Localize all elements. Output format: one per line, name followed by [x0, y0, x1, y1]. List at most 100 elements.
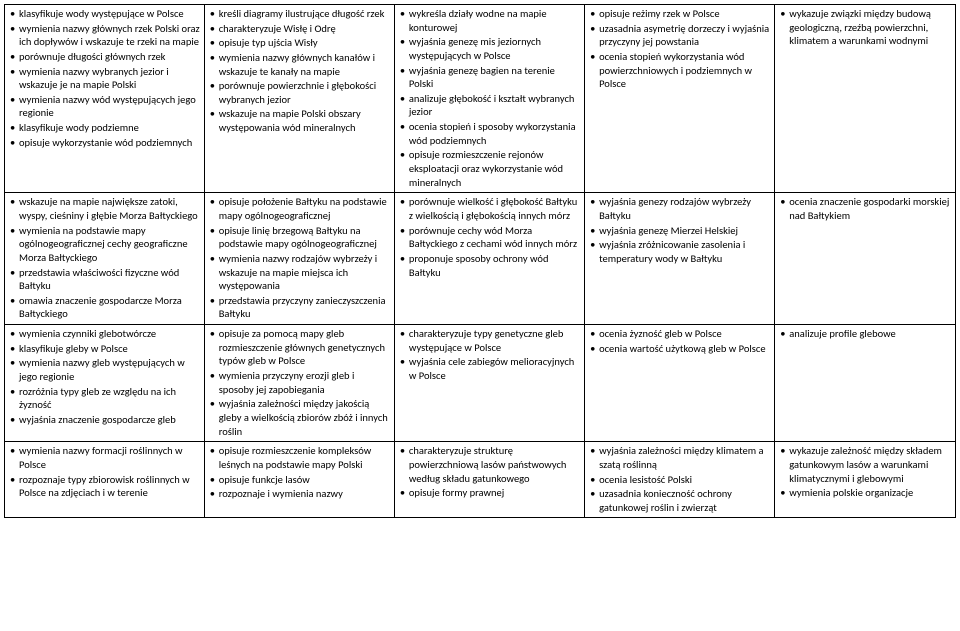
list-item: przedstawia przyczyny zanieczyszczenia B…	[209, 294, 390, 321]
list-item: wymienia przyczyny erozji gleb i sposoby…	[209, 369, 390, 396]
bullet-list: opisuje położenie Bałtyku na podstawie m…	[209, 195, 390, 321]
list-item: opisuje wykorzystanie wód podziemnych	[9, 136, 200, 150]
bullet-list: charakteryzuje typy genetyczne gleb wyst…	[399, 327, 580, 383]
list-item: ocenia wartość użytkową gleb w Polsce	[589, 342, 770, 356]
bullet-list: wymienia nazwy formacji roślinnych w Pol…	[9, 444, 200, 500]
bullet-list: ocenia żyzność gleb w Polsceocenia warto…	[589, 327, 770, 355]
table-row: wymienia czynniki glebotwórczeklasyfikuj…	[5, 325, 956, 442]
list-item: wyjaśnia znaczenie gospodarcze gleb	[9, 413, 200, 427]
list-item: opisuje rozmieszczenie kompleksów leśnyc…	[209, 444, 390, 471]
table-cell: opisuje za pomocą mapy gleb rozmieszczen…	[204, 325, 394, 442]
table-cell: wykreśla działy wodne na mapie konturowe…	[394, 5, 584, 193]
list-item: rozpoznaje typy zbiorowisk roślinnych w …	[9, 473, 200, 500]
table-cell: wykazuje zależność między składem gatunk…	[775, 442, 956, 518]
list-item: wymienia na podstawie mapy ogólnogeograf…	[9, 224, 200, 265]
table-row: klasyfikuje wody występujące w Polscewym…	[5, 5, 956, 193]
list-item: uzasadnia konieczność ochrony gatunkowej…	[589, 487, 770, 514]
list-item: wyjaśnia genezy rodzajów wybrzeży Bałtyk…	[589, 195, 770, 222]
bullet-list: opisuje reżimy rzek w Polsceuzasadnia as…	[589, 7, 770, 91]
list-item: ocenia stopień i sposoby wykorzystania w…	[399, 120, 580, 147]
bullet-list: kreśli diagramy ilustrujące długość rzek…	[209, 7, 390, 135]
list-item: wykazuje związki między budową geologicz…	[779, 7, 951, 48]
table-cell: wskazuje na mapie największe zatoki, wys…	[5, 193, 205, 325]
list-item: opisuje położenie Bałtyku na podstawie m…	[209, 195, 390, 222]
bullet-list: wymienia czynniki glebotwórczeklasyfikuj…	[9, 327, 200, 426]
list-item: wyjaśnia genezę bagien na terenie Polski	[399, 64, 580, 91]
table-cell: ocenia znaczenie gospodarki morskiej nad…	[775, 193, 956, 325]
bullet-list: wykazuje zależność między składem gatunk…	[779, 444, 951, 500]
table-cell: opisuje reżimy rzek w Polsceuzasadnia as…	[585, 5, 775, 193]
list-item: wymienia nazwy wód występujących jego re…	[9, 93, 200, 120]
list-item: wyjaśnia cele zabiegów melioracyjnych w …	[399, 355, 580, 382]
table-cell: analizuje profile glebowe	[775, 325, 956, 442]
list-item: opisuje formy prawnej	[399, 486, 580, 500]
list-item: klasyfikuje wody podziemne	[9, 121, 200, 135]
bullet-list: porównuje wielkość i głębokość Bałtyku z…	[399, 195, 580, 279]
list-item: omawia znaczenie gospodarcze Morza Bałty…	[9, 294, 200, 321]
list-item: wykreśla działy wodne na mapie konturowe…	[399, 7, 580, 34]
list-item: porównuje długości głównych rzek	[9, 50, 200, 64]
bullet-list: wyjaśnia genezy rodzajów wybrzeży Bałtyk…	[589, 195, 770, 265]
table-cell: ocenia żyzność gleb w Polsceocenia warto…	[585, 325, 775, 442]
table-cell: wymienia czynniki glebotwórczeklasyfikuj…	[5, 325, 205, 442]
bullet-list: wyjaśnia zależności między klimatem a sz…	[589, 444, 770, 514]
table-cell: wykazuje związki między budową geologicz…	[775, 5, 956, 193]
list-item: wykazuje zależność między składem gatunk…	[779, 444, 951, 485]
list-item: klasyfikuje wody występujące w Polsce	[9, 7, 200, 21]
list-item: analizuje profile glebowe	[779, 327, 951, 341]
list-item: opisuje funkcje lasów	[209, 473, 390, 487]
list-item: wymienia nazwy gleb występujących w jego…	[9, 356, 200, 383]
list-item: wymienia czynniki glebotwórcze	[9, 327, 200, 341]
list-item: ocenia stopień wykorzystania wód powierz…	[589, 50, 770, 91]
table-cell: charakteryzuje typy genetyczne gleb wyst…	[394, 325, 584, 442]
list-item: kreśli diagramy ilustrujące długość rzek	[209, 7, 390, 21]
list-item: wymienia polskie organizacje	[779, 486, 951, 500]
list-item: wymienia nazwy rodzajów wybrzeży i wskaz…	[209, 252, 390, 293]
list-item: uzasadnia asymetrię dorzeczy i wyjaśnia …	[589, 22, 770, 49]
list-item: charakteryzuje typy genetyczne gleb wyst…	[399, 327, 580, 354]
list-item: opisuje za pomocą mapy gleb rozmieszczen…	[209, 327, 390, 368]
list-item: porównuje powierzchnie i głębokości wybr…	[209, 79, 390, 106]
list-item: wskazuje na mapie największe zatoki, wys…	[9, 195, 200, 222]
table-cell: wyjaśnia zależności między klimatem a sz…	[585, 442, 775, 518]
table-cell: wymienia nazwy formacji roślinnych w Pol…	[5, 442, 205, 518]
list-item: wymienia nazwy formacji roślinnych w Pol…	[9, 444, 200, 471]
bullet-list: opisuje rozmieszczenie kompleksów leśnyc…	[209, 444, 390, 501]
bullet-list: klasyfikuje wody występujące w Polscewym…	[9, 7, 200, 149]
list-item: opisuje linię brzegową Bałtyku na podsta…	[209, 224, 390, 251]
bullet-list: ocenia znaczenie gospodarki morskiej nad…	[779, 195, 951, 222]
bullet-list: analizuje profile glebowe	[779, 327, 951, 341]
table-cell: porównuje wielkość i głębokość Bałtyku z…	[394, 193, 584, 325]
table-cell: charakteryzuje strukturę powierzchniową …	[394, 442, 584, 518]
list-item: wymienia nazwy głównych rzek Polski oraz…	[9, 22, 200, 49]
list-item: proponuje sposoby ochrony wód Bałtyku	[399, 252, 580, 279]
list-item: wymienia nazwy wybranych jezior i wskazu…	[9, 65, 200, 92]
list-item: wyjaśnia zróżnicowanie zasolenia i tempe…	[589, 238, 770, 265]
table-cell: opisuje rozmieszczenie kompleksów leśnyc…	[204, 442, 394, 518]
list-item: opisuje typ ujścia Wisły	[209, 36, 390, 50]
table-row: wskazuje na mapie największe zatoki, wys…	[5, 193, 956, 325]
bullet-list: charakteryzuje strukturę powierzchniową …	[399, 444, 580, 500]
list-item: ocenia lesistość Polski	[589, 473, 770, 487]
list-item: klasyfikuje gleby w Polsce	[9, 342, 200, 356]
list-item: wyjaśnia genezę Mierzei Helskiej	[589, 224, 770, 238]
table-cell: wyjaśnia genezy rodzajów wybrzeży Bałtyk…	[585, 193, 775, 325]
table-row: wymienia nazwy formacji roślinnych w Pol…	[5, 442, 956, 518]
list-item: wymienia nazwy głównych kanałów i wskazu…	[209, 51, 390, 78]
list-item: wyjaśnia genezę mis jeziornych występują…	[399, 35, 580, 62]
list-item: opisuje reżimy rzek w Polsce	[589, 7, 770, 21]
list-item: ocenia żyzność gleb w Polsce	[589, 327, 770, 341]
list-item: porównuje wielkość i głębokość Bałtyku z…	[399, 195, 580, 222]
list-item: opisuje rozmieszczenie rejonów eksploata…	[399, 148, 580, 189]
bullet-list: wykazuje związki między budową geologicz…	[779, 7, 951, 48]
list-item: wyjaśnia zależności między jakością gleb…	[209, 397, 390, 438]
list-item: przedstawia właściwości fizyczne wód Bał…	[9, 266, 200, 293]
bullet-list: wykreśla działy wodne na mapie konturowe…	[399, 7, 580, 189]
list-item: charakteryzuje strukturę powierzchniową …	[399, 444, 580, 485]
list-item: wyjaśnia zależności między klimatem a sz…	[589, 444, 770, 471]
table-cell: klasyfikuje wody występujące w Polscewym…	[5, 5, 205, 193]
table-cell: opisuje położenie Bałtyku na podstawie m…	[204, 193, 394, 325]
list-item: wskazuje na mapie Polski obszary występo…	[209, 107, 390, 134]
list-item: charakteryzuje Wisłę i Odrę	[209, 22, 390, 36]
bullet-list: opisuje za pomocą mapy gleb rozmieszczen…	[209, 327, 390, 438]
